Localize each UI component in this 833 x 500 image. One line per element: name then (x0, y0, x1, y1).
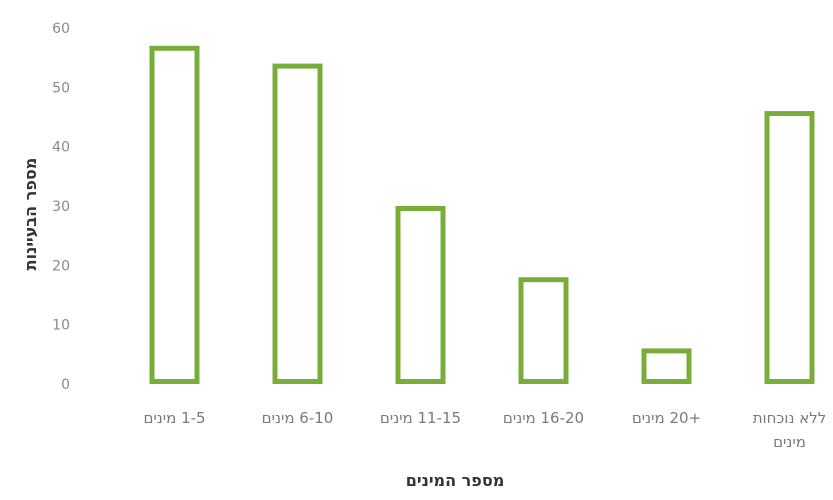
y-tick-label: 60 (52, 21, 70, 37)
y-tick-label: 50 (52, 80, 70, 96)
x-tick-label: 1-5 מינים (143, 409, 205, 427)
x-tick-label: מינים (773, 433, 806, 451)
y-axis-label: מספר הבעיינות (21, 158, 40, 271)
bar (518, 277, 569, 385)
bar (395, 206, 446, 384)
y-tick-label: 20 (52, 258, 70, 274)
y-axis-ticks: 0 10 20 30 40 50 60 (52, 21, 70, 393)
x-tick-label: 11-15 מינים (380, 409, 461, 427)
x-tick-label: +20 מינים (632, 409, 701, 427)
x-tick-label: 16-20 מינים (503, 409, 584, 427)
bar (149, 45, 200, 385)
x-tick-label: ללא נוכחות (753, 409, 827, 427)
x-axis-label: מספר המינים (406, 471, 505, 490)
y-tick-label: 10 (52, 318, 70, 334)
y-tick-label: 30 (52, 199, 70, 215)
bar (764, 111, 815, 384)
bars (149, 45, 815, 385)
y-tick-label: 40 (52, 140, 70, 156)
x-tick-label: 6-10 מינים (262, 409, 334, 427)
x-axis-ticks: 1-5 מינים 6-10 מינים 11-15 מינים 16-20 מיני… (143, 409, 826, 451)
bar (641, 348, 692, 384)
y-tick-label: 0 (61, 377, 70, 393)
bar (272, 63, 323, 384)
